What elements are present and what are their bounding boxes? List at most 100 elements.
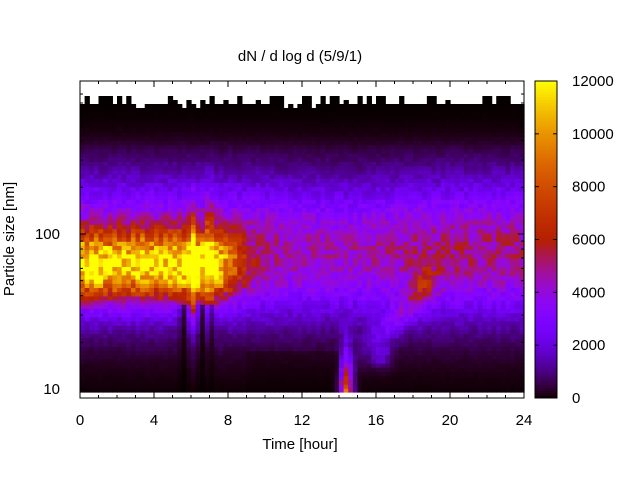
heatmap-cell [283, 220, 289, 225]
heatmap-cell [172, 358, 178, 364]
heatmap-cell [181, 215, 187, 221]
heatmap-cell [288, 220, 294, 225]
heatmap-cell [389, 215, 396, 221]
heatmap-cell [325, 245, 331, 251]
heatmap-cell [376, 312, 382, 318]
heatmap-cell [246, 207, 252, 213]
heatmap-cell [130, 127, 137, 133]
heatmap-cell [339, 140, 345, 146]
heatmap-cell [399, 102, 405, 108]
heatmap-cell [98, 190, 104, 196]
heatmap-cell [311, 161, 317, 167]
heatmap-cell [311, 165, 317, 171]
heatmap-cell [223, 325, 229, 331]
heatmap-cell [315, 279, 322, 284]
heatmap-cell [352, 127, 359, 133]
heatmap-cell [214, 194, 220, 200]
heatmap-cell [167, 350, 174, 356]
heatmap-cell [214, 161, 220, 167]
heatmap-cell [112, 346, 118, 352]
heatmap-cell [177, 190, 183, 196]
heatmap-cell [154, 291, 160, 297]
heatmap-cell [126, 203, 132, 209]
heatmap-cell [232, 388, 238, 393]
heatmap-cell [223, 140, 229, 146]
heatmap-cell [385, 148, 391, 154]
heatmap-cell [352, 308, 359, 314]
heatmap-cell [89, 346, 95, 352]
heatmap-cell [376, 127, 382, 133]
heatmap-cell [334, 152, 340, 158]
heatmap-cell [343, 178, 349, 183]
heatmap-cell [352, 291, 359, 297]
heatmap-cell [357, 384, 363, 389]
heatmap-cell [186, 270, 192, 276]
heatmap-cell [357, 131, 363, 137]
heatmap-cell [112, 291, 118, 297]
heatmap-cell [154, 127, 160, 133]
heatmap-cell [408, 329, 414, 335]
heatmap-cell [200, 211, 206, 217]
heatmap-cell [107, 270, 113, 276]
heatmap-cell [117, 207, 123, 213]
heatmap-cell [339, 350, 345, 356]
heatmap-cell [214, 186, 220, 192]
heatmap-cell [209, 350, 215, 356]
heatmap-cell [126, 295, 132, 301]
heatmap-cell [362, 228, 368, 234]
heatmap-cell [366, 253, 372, 259]
heatmap-cell [107, 190, 113, 196]
heatmap-cell [394, 388, 400, 393]
heatmap-cell [334, 224, 340, 230]
heatmap-cell [107, 194, 113, 200]
heatmap-cell [320, 115, 326, 120]
heatmap-cell [191, 316, 197, 322]
heatmap-cell [311, 148, 317, 154]
heatmap-cell [218, 312, 224, 318]
heatmap-cell [376, 102, 382, 108]
heatmap-cell [177, 300, 183, 305]
heatmap-cell [366, 300, 372, 305]
heatmap-cell [149, 220, 155, 225]
heatmap-cell [260, 115, 266, 120]
heatmap-cell [385, 119, 391, 125]
heatmap-cell [140, 207, 146, 213]
heatmap-cell [154, 258, 160, 263]
heatmap-cell [334, 211, 340, 217]
heatmap-cell [278, 329, 285, 335]
heatmap-cell [135, 371, 141, 377]
heatmap-cell [232, 346, 238, 352]
heatmap-cell [251, 321, 257, 326]
heatmap-cell [320, 321, 326, 326]
heatmap-cell [408, 182, 414, 188]
heatmap-cell [167, 241, 174, 246]
heatmap-cell [135, 245, 141, 251]
heatmap-cell [149, 186, 155, 192]
heatmap-cell [200, 384, 206, 389]
heatmap-cell [214, 350, 220, 356]
heatmap-cell [343, 245, 349, 251]
heatmap-cell [403, 104, 409, 108]
heatmap-cell [144, 203, 150, 209]
heatmap-cell [325, 161, 331, 167]
heatmap-cell [232, 127, 238, 133]
heatmap-cell [191, 211, 197, 217]
heatmap-cell [177, 283, 183, 289]
heatmap-cell [223, 295, 229, 301]
heatmap-cell [399, 367, 405, 373]
heatmap-cell [167, 178, 174, 183]
heatmap-cell [315, 350, 322, 356]
heatmap-cell [93, 304, 100, 310]
heatmap-cell [352, 178, 359, 183]
heatmap-cell [204, 165, 211, 171]
heatmap-cell [362, 211, 368, 217]
heatmap-cell [352, 346, 359, 352]
heatmap-cell [218, 308, 224, 314]
heatmap-cell [380, 266, 386, 272]
heatmap-cell [297, 304, 303, 310]
heatmap-cell [269, 266, 275, 272]
heatmap-cell [311, 342, 317, 347]
heatmap-cell [315, 152, 322, 158]
heatmap-cell [348, 375, 354, 381]
heatmap-cell [191, 194, 197, 200]
